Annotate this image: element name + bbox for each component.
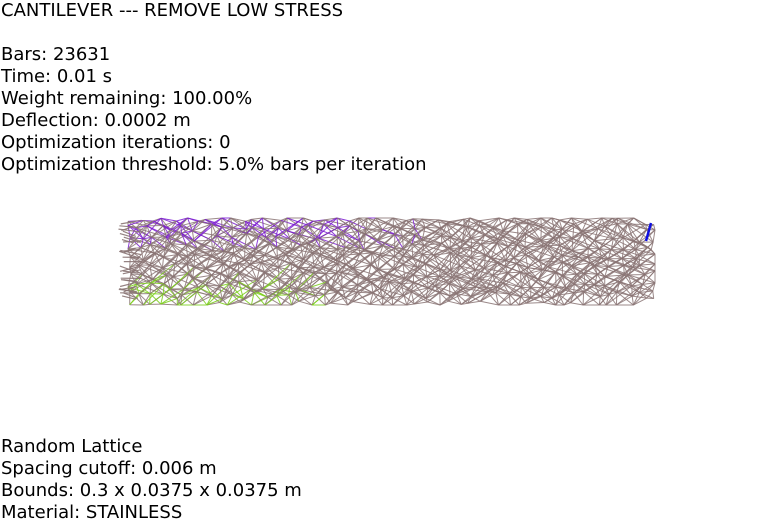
spacing-cutoff: Spacing cutoff: 0.006 m (1, 458, 217, 479)
bounds-readout: Bounds: 0.3 x 0.0375 x 0.0375 m (1, 480, 302, 501)
optimization-iterations: Optimization iterations: 0 (1, 132, 231, 153)
weight-remaining: Weight remaining: 100.00% (1, 88, 253, 109)
lattice-viewport[interactable] (110, 205, 670, 320)
lattice-type: Random Lattice (1, 436, 143, 457)
title: CANTILEVER --- REMOVE LOW STRESS (1, 0, 344, 21)
deflection-readout: Deflection: 0.0002 m (1, 110, 191, 131)
load-marker (644, 222, 653, 242)
time-readout: Time: 0.01 s (1, 66, 113, 87)
optimization-threshold: Optimization threshold: 5.0% bars per it… (1, 154, 427, 175)
lattice-bars (118, 217, 656, 306)
material-readout: Material: STAINLESS (1, 502, 183, 523)
lattice-render (118, 217, 656, 306)
bars-count: Bars: 23631 (1, 44, 111, 65)
